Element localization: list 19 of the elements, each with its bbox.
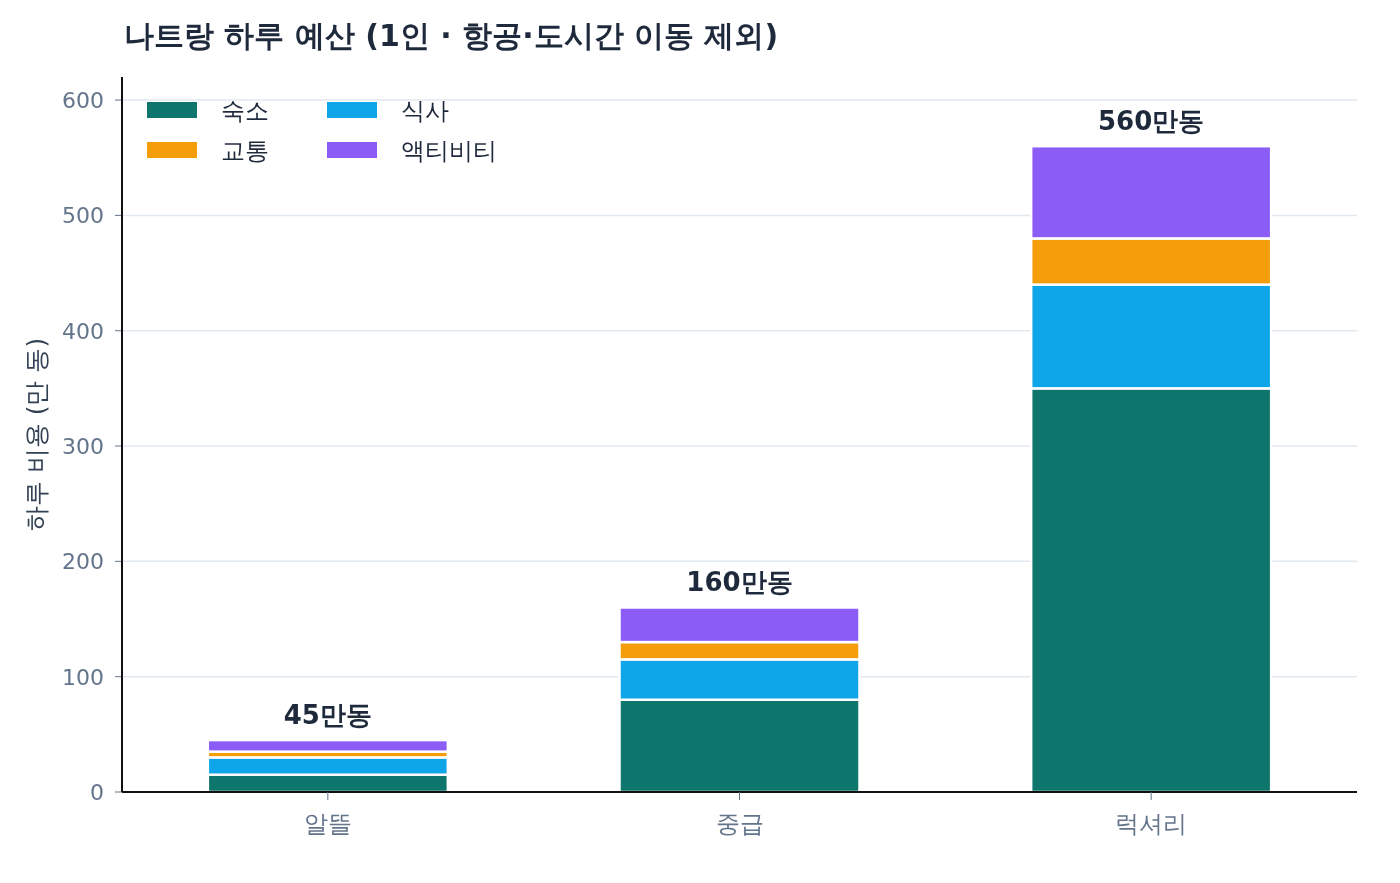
legend-label: 숙소 xyxy=(221,97,269,125)
y-tick-label: 500 xyxy=(62,203,104,229)
legend-label: 액티비티 xyxy=(401,137,497,165)
x-tick-label: 알뜰 xyxy=(303,810,352,838)
y-axis-title: 하루 비용 (만 동) xyxy=(22,337,51,532)
total-label: 560만동 xyxy=(1098,106,1205,137)
total-label: 45만동 xyxy=(283,700,372,731)
chart-title: 나트랑 하루 예산 (1인 · 항공·도시간 이동 제외) xyxy=(124,18,779,53)
legend-label: 식사 xyxy=(401,97,449,125)
y-tick-label: 400 xyxy=(62,318,104,344)
y-tick-label: 600 xyxy=(62,88,104,114)
x-tick-label: 럭셔리 xyxy=(1115,810,1188,838)
y-tick-label: 0 xyxy=(90,780,104,805)
y-tick-label: 200 xyxy=(62,549,104,575)
total-label: 160만동 xyxy=(686,567,793,598)
y-tick-label: 100 xyxy=(62,664,104,690)
x-tick-label: 중급 xyxy=(715,810,764,838)
y-tick-label: 300 xyxy=(62,434,104,460)
legend-label: 교통 xyxy=(221,137,269,165)
